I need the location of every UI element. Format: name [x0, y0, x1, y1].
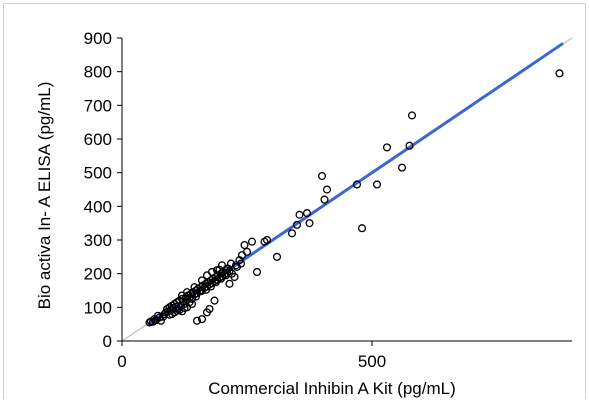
data-point: [372, 180, 382, 189]
data-point: [320, 195, 329, 204]
data-point: [287, 229, 297, 238]
data-point: [207, 267, 217, 277]
data-point: [242, 247, 252, 256]
data-point: [175, 305, 184, 315]
y-tick-label: 600: [84, 130, 112, 149]
data-point: [252, 267, 262, 277]
x-axis-title: Commercial Inhibin A Kit (pg/mL): [208, 379, 456, 398]
chart-frame: [3, 3, 586, 399]
y-tick-label: 700: [84, 96, 112, 115]
data-point: [352, 180, 362, 189]
data-point: [215, 265, 224, 274]
data-point: [197, 276, 207, 285]
data-point: [221, 271, 231, 280]
x-tick-label: 0: [117, 352, 126, 371]
data-point: [382, 143, 392, 152]
data-point: [206, 282, 216, 291]
data-point: [165, 310, 174, 319]
data-point: [322, 185, 332, 194]
y-axis-title: Bio activa In- A ELISA (pg/mL): [35, 82, 54, 310]
data-point: [153, 311, 163, 320]
data-point: [192, 316, 202, 325]
data-point: [305, 219, 314, 228]
y-tick-label: 900: [84, 29, 112, 48]
data-point: [231, 261, 241, 270]
data-point: [210, 296, 219, 305]
data-point: [295, 210, 304, 219]
y-tick-label: 800: [84, 63, 112, 82]
data-point: [197, 315, 207, 324]
data-point: [196, 287, 206, 296]
y-tick-label: 100: [84, 298, 112, 317]
data-point: [407, 111, 417, 120]
data-point: [190, 283, 199, 292]
data-point: [247, 237, 257, 246]
data-point: [205, 304, 214, 314]
data-point: [317, 171, 327, 181]
data-point: [262, 235, 272, 245]
data-point: [302, 209, 312, 218]
y-tick-label: 400: [84, 197, 112, 216]
x-tick-label: 500: [358, 352, 386, 371]
data-point: [230, 272, 239, 282]
data-point: [292, 220, 302, 229]
data-point: [182, 288, 192, 297]
data-point: [405, 141, 414, 150]
data-point: [272, 252, 282, 261]
data-point: [170, 308, 179, 317]
y-tick-label: 0: [103, 332, 112, 351]
data-point: [191, 292, 201, 301]
data-point: [555, 69, 564, 78]
data-point: [226, 259, 236, 268]
y-tick-label: 300: [84, 231, 112, 250]
y-tick-label: 200: [84, 265, 112, 284]
y-tick-label: 500: [84, 164, 112, 183]
data-point: [397, 163, 407, 172]
data-point: [240, 241, 249, 250]
data-point: [236, 259, 246, 268]
data-point: [225, 279, 234, 288]
data-point: [185, 298, 194, 307]
data-point: [180, 303, 189, 313]
data-point: [357, 224, 367, 233]
